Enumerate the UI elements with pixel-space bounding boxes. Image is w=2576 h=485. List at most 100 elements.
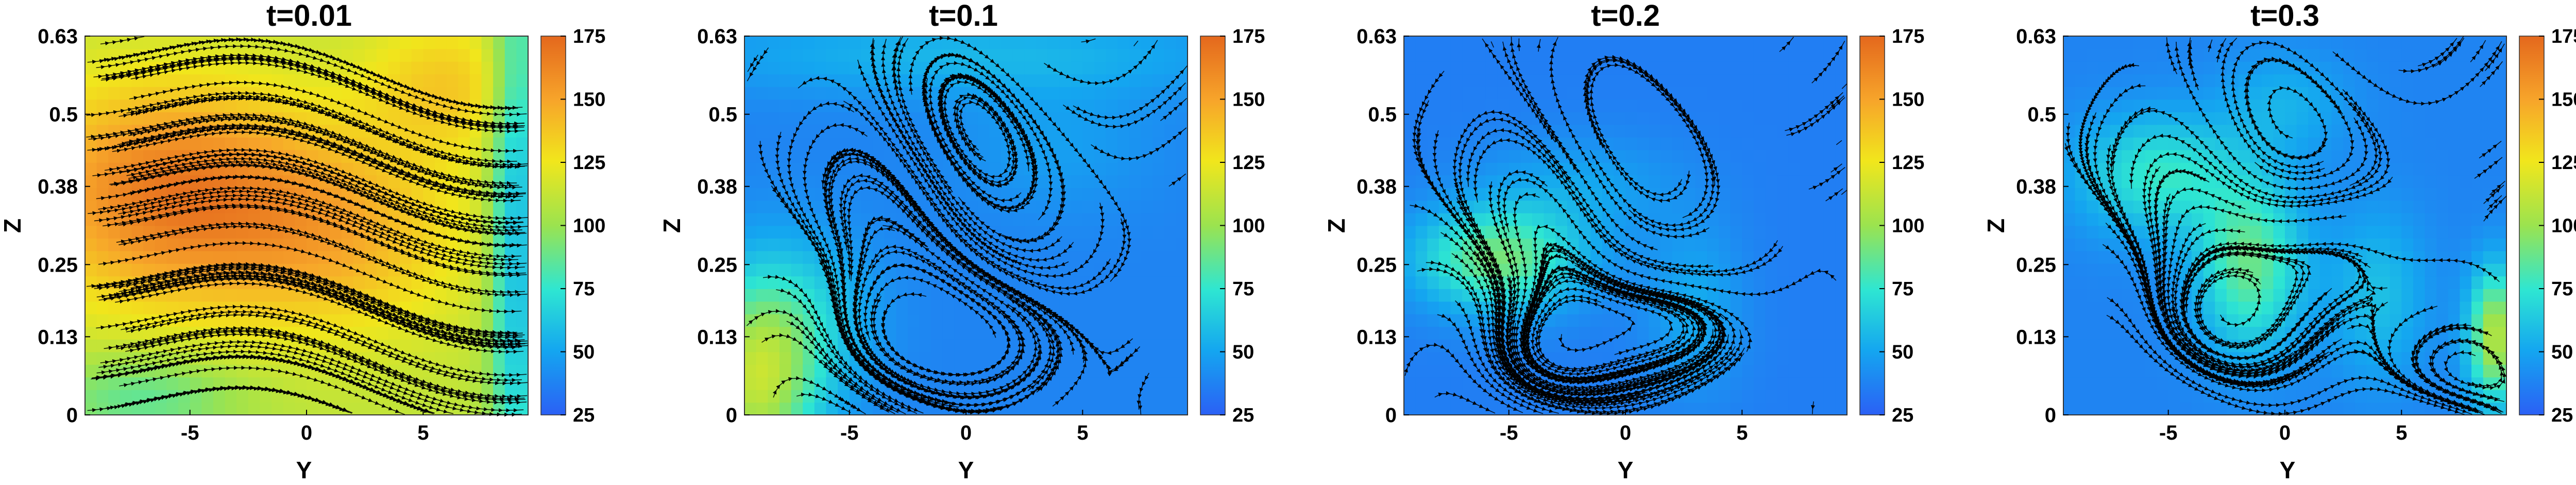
heatmap-cell [2354, 48, 2367, 62]
heatmap-cell [504, 200, 517, 213]
y-tick-label: 0.25 [697, 254, 737, 276]
heatmap-cell [1094, 188, 1107, 201]
heatmap-cell [1036, 188, 1048, 201]
heatmap-cell [1404, 87, 1416, 100]
heatmap-cell [213, 289, 226, 302]
heatmap-cell [2319, 61, 2332, 75]
heatmap-cell [2273, 301, 2285, 314]
heatmap-cell [1438, 225, 1451, 239]
heatmap-cell [1520, 200, 1533, 213]
heatmap-cell [768, 200, 780, 213]
heatmap-cell [779, 48, 792, 62]
heatmap-cell [1800, 61, 1812, 75]
heatmap-cell [2331, 61, 2344, 75]
heatmap-cell [1176, 314, 1188, 327]
heatmap-cell [1649, 175, 1661, 188]
heatmap-cell [2495, 250, 2507, 264]
heatmap-cell [446, 162, 459, 176]
heatmap-cell [1094, 200, 1107, 213]
heatmap-cell [469, 74, 482, 87]
heatmap-cell [1001, 263, 1013, 277]
heatmap-cell [2285, 99, 2297, 112]
heatmap-cell [493, 48, 505, 62]
heatmap-cell [1742, 61, 1754, 75]
heatmap-cell [1823, 225, 1836, 239]
heatmap-cell [190, 352, 202, 365]
heatmap-cell [1555, 213, 1568, 226]
heatmap-cell [446, 61, 459, 75]
heatmap-cell [1684, 188, 1696, 201]
y-tick-label: 0 [726, 404, 737, 427]
heatmap-cell [1730, 149, 1743, 163]
heatmap-cell [2273, 188, 2285, 201]
streamline [2366, 314, 2485, 415]
heatmap-cell [2471, 276, 2484, 289]
heatmap-cell [803, 250, 815, 264]
heatmap-cell [1788, 162, 1801, 176]
heatmap-cell [1567, 74, 1580, 87]
heatmap-cell [108, 175, 121, 188]
heatmap-cell [931, 263, 943, 277]
heatmap-cell [213, 390, 226, 403]
heatmap-cell [2296, 99, 2309, 112]
heatmap-cell [1579, 61, 1591, 75]
heatmap-cell [341, 48, 354, 62]
heatmap-cell [2180, 99, 2192, 112]
heatmap-cell [260, 364, 272, 378]
heatmap-cell [1544, 175, 1556, 188]
heatmap-cell [2378, 263, 2391, 277]
heatmap-cell [85, 301, 97, 314]
heatmap-cell [1141, 263, 1153, 277]
heatmap-cell [1520, 36, 1533, 49]
heatmap-cell [469, 276, 482, 289]
heatmap-cell [1509, 162, 1521, 176]
heatmap-cell [1485, 61, 1498, 75]
streamline [1785, 92, 1843, 132]
heatmap-cell [481, 314, 494, 327]
heatmap-cell [1164, 390, 1177, 403]
heatmap-cell [458, 74, 470, 87]
heatmap-cell [178, 402, 191, 415]
heatmap-cell [791, 99, 803, 112]
heatmap-cell [2413, 99, 2426, 112]
heatmap-cell [954, 314, 967, 327]
heatmap-cell [2215, 112, 2227, 125]
heatmap-cell [1625, 99, 1638, 112]
heatmap-cell [272, 301, 284, 314]
x-tick-label: 5 [1077, 422, 1088, 444]
streamline [1412, 71, 1565, 400]
heatmap-cell [2122, 339, 2134, 353]
heatmap-cell [1649, 314, 1661, 327]
heatmap-cell [1117, 87, 1130, 100]
heatmap-cell [236, 238, 249, 252]
heatmap-cell [1567, 301, 1580, 314]
heatmap-cell [1637, 263, 1650, 277]
heatmap-cell [96, 149, 109, 163]
heatmap-cell [248, 339, 261, 353]
heatmap-cell [1800, 188, 1812, 201]
heatmap-cell [2250, 225, 2262, 239]
heatmap-cell [966, 352, 978, 365]
heatmap-cell [446, 352, 459, 365]
streamline [109, 162, 526, 236]
heatmap-cell [2354, 390, 2367, 403]
heatmap-cell [1812, 149, 1824, 163]
heatmap-cell [1707, 112, 1719, 125]
heatmap-cell [423, 61, 435, 75]
y-axis-ticks: 00.130.250.380.50.63 [38, 25, 90, 427]
heatmap-cell [108, 263, 121, 277]
heatmap-cell [1719, 225, 1731, 239]
heatmap-cell [1427, 276, 1439, 289]
heatmap-cell [1129, 352, 1142, 365]
heatmap-cell [2448, 188, 2461, 201]
heatmap-cell [458, 352, 470, 365]
heatmap-cell [1509, 225, 1521, 239]
heatmap-cell [2133, 99, 2146, 112]
heatmap-cell [1094, 314, 1107, 327]
heatmap-cell [1164, 402, 1177, 415]
heatmap-cell [756, 377, 769, 390]
heatmap-cell [779, 238, 792, 252]
heatmap-cell [2460, 263, 2472, 277]
heatmap-cell [1532, 238, 1545, 252]
heatmap-cell [756, 314, 769, 327]
